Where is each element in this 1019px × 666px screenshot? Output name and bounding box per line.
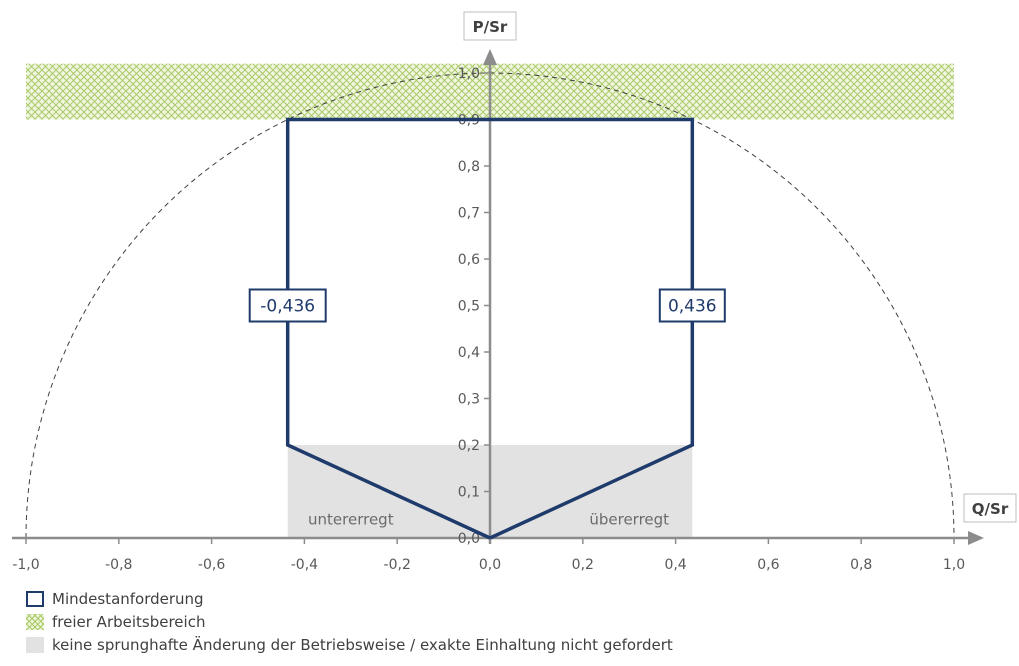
y-tick-label: 0,1 bbox=[458, 485, 480, 501]
requirement-outline bbox=[285, 117, 695, 540]
x-tick-label: -1,0 bbox=[12, 557, 39, 573]
x-tick-label: 0,8 bbox=[850, 557, 872, 573]
callout-label: 0,436 bbox=[668, 297, 717, 317]
x-tick-label: -0,2 bbox=[384, 557, 411, 573]
legend-label: keine sprunghafte Änderung der Betriebsw… bbox=[52, 635, 673, 654]
legend-item-mindestanforderung: Mindestanforderung bbox=[26, 587, 673, 610]
y-tick-label: 0,2 bbox=[458, 438, 480, 454]
y-axis-arrow bbox=[483, 49, 497, 65]
legend-swatch-outline bbox=[26, 590, 44, 607]
y-tick-label: 1,0 bbox=[458, 66, 480, 82]
legend-label: freier Arbeitsbereich bbox=[52, 612, 206, 631]
legend-swatch-crosshatch bbox=[26, 613, 44, 630]
callout-box bbox=[248, 288, 327, 323]
x-tick-label: 0,0 bbox=[479, 557, 501, 573]
y-tick-label: 0,5 bbox=[458, 299, 480, 315]
x-tick-label: 0,4 bbox=[664, 557, 686, 573]
y-tick-label: 0,0 bbox=[458, 531, 480, 547]
x-tick-label: -0,4 bbox=[291, 557, 318, 573]
y-axis-title-box bbox=[463, 11, 517, 41]
y-tick-label: 0,4 bbox=[458, 345, 480, 361]
y-tick-label: 0,7 bbox=[458, 206, 480, 222]
y-tick-label: 0,6 bbox=[458, 252, 480, 268]
legend-item-grey-region: keine sprunghafte Änderung der Betriebsw… bbox=[26, 633, 673, 656]
legend-item-freier-arbeitsbereich: freier Arbeitsbereich bbox=[26, 610, 673, 633]
y-tick-label: 0,3 bbox=[458, 392, 480, 408]
y-axis-title: P/Sr bbox=[473, 18, 508, 36]
x-tick-label: 1,0 bbox=[943, 557, 965, 573]
x-tick-label: -0,6 bbox=[198, 557, 225, 573]
region-label: übererregt bbox=[589, 510, 669, 528]
legend: Mindestanforderung freier Arbeitsbereich… bbox=[26, 587, 673, 656]
x-tick-label: 0,6 bbox=[757, 557, 779, 573]
callout-label: -0,436 bbox=[260, 297, 315, 317]
y-tick-label: 0,8 bbox=[458, 159, 480, 175]
x-axis-arrow bbox=[968, 531, 984, 545]
x-axis-title: Q/Sr bbox=[972, 500, 1009, 518]
legend-label: Mindestanforderung bbox=[52, 589, 204, 608]
x-tick-label: 0,2 bbox=[572, 557, 594, 573]
legend-swatch-grey bbox=[26, 636, 44, 653]
x-tick-label: -0,8 bbox=[105, 557, 132, 573]
callout-box bbox=[658, 288, 726, 323]
region-label: untererregt bbox=[308, 510, 394, 528]
x-axis-title-box bbox=[963, 493, 1017, 523]
